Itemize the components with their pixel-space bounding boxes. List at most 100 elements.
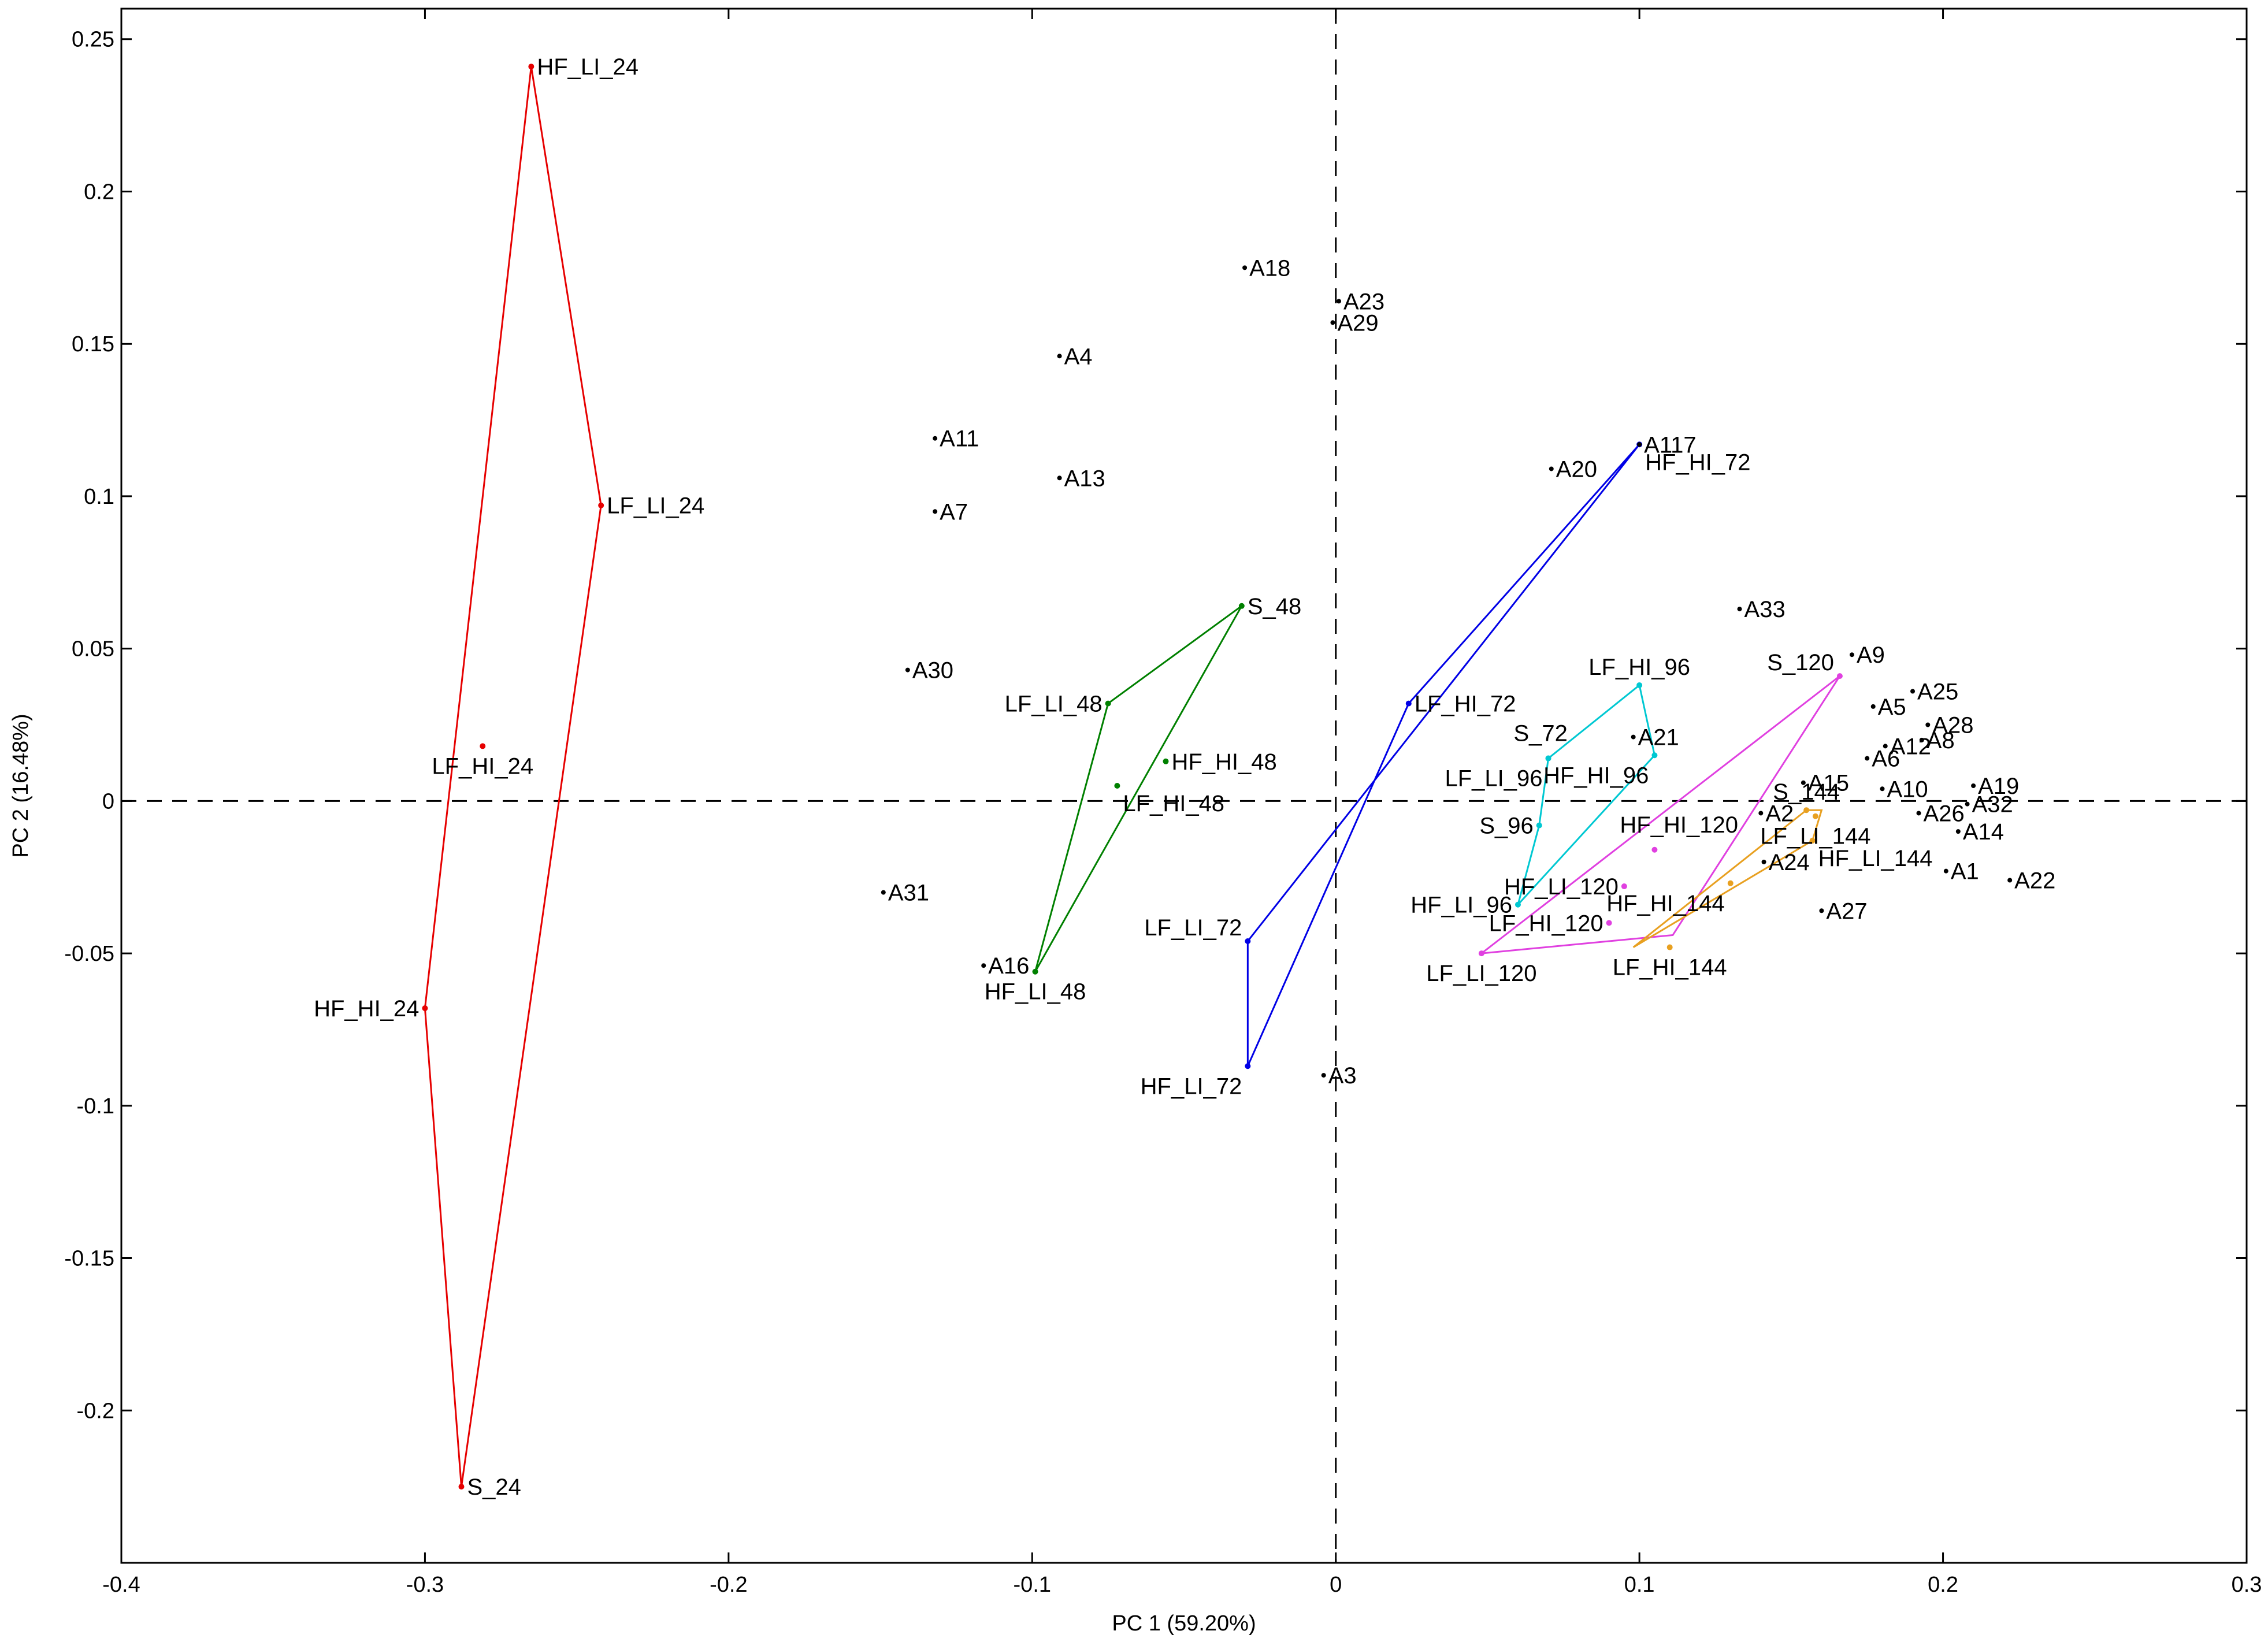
group-hull bbox=[1517, 683, 1656, 905]
variable-point bbox=[933, 509, 938, 514]
variable-label: A27 bbox=[1826, 898, 1867, 924]
point-label: LF_HI_24 bbox=[432, 753, 533, 779]
y-tick-label: -0.1 bbox=[77, 1094, 114, 1119]
variable-label: A13 bbox=[1064, 466, 1105, 491]
variable-label: A5 bbox=[1878, 694, 1906, 720]
variable-label: A18 bbox=[1249, 255, 1290, 281]
point-label: HF_LI_24 bbox=[537, 54, 639, 80]
sample-point bbox=[1651, 846, 1658, 853]
sample-point bbox=[1545, 755, 1551, 761]
sample-point bbox=[1621, 883, 1627, 890]
point-label: LF_HI_120 bbox=[1489, 911, 1603, 936]
variable-point bbox=[1965, 801, 1970, 807]
variable-point bbox=[881, 890, 886, 895]
point-label: HF_HI_72 bbox=[1645, 449, 1750, 475]
variable-label: A10 bbox=[1887, 777, 1928, 802]
variable-label: A8 bbox=[1926, 728, 1955, 753]
plot-frame bbox=[120, 8, 2248, 1564]
point-label: LF_LI_120 bbox=[1426, 961, 1536, 986]
sample-point bbox=[1836, 673, 1843, 679]
variable-label: A24 bbox=[1769, 850, 1810, 875]
point-label: S_72 bbox=[1514, 721, 1568, 746]
variable-point bbox=[1637, 442, 1642, 447]
variable-point bbox=[1971, 783, 1976, 788]
group-hull bbox=[1632, 809, 1823, 948]
x-tick-label: 0.1 bbox=[1624, 1573, 1655, 1597]
y-tick-label: 0.1 bbox=[84, 485, 114, 509]
point-label: S_48 bbox=[1248, 594, 1301, 619]
variable-point bbox=[1549, 466, 1554, 471]
x-tick-label: -0.2 bbox=[710, 1573, 747, 1597]
y-tick-label: 0 bbox=[102, 789, 114, 813]
variable-point bbox=[1955, 829, 1961, 834]
variable-point bbox=[1819, 908, 1824, 913]
variable-point bbox=[933, 436, 938, 441]
variable-point bbox=[1336, 299, 1341, 304]
variable-point bbox=[1910, 689, 1916, 694]
variable-label: A14 bbox=[1963, 819, 2004, 845]
sample-point bbox=[1163, 758, 1169, 764]
variable-point bbox=[1242, 265, 1248, 270]
sample-point bbox=[1803, 807, 1810, 813]
point-label: HF_HI_48 bbox=[1171, 749, 1276, 775]
variable-label: A9 bbox=[1857, 642, 1885, 668]
sample-point bbox=[1238, 603, 1245, 609]
x-tick-label: -0.4 bbox=[102, 1573, 140, 1597]
variable-point bbox=[1758, 811, 1764, 816]
group-hull bbox=[1478, 675, 1841, 955]
point-label: LF_LI_144 bbox=[1760, 824, 1870, 849]
variable-point bbox=[1870, 704, 1876, 709]
variable-label: A11 bbox=[940, 426, 979, 452]
variable-label: A31 bbox=[888, 881, 929, 906]
variable-label: A20 bbox=[1556, 456, 1597, 482]
point-label: HF_HI_24 bbox=[314, 996, 419, 1021]
variable-point bbox=[1916, 811, 1921, 816]
point-label: LF_HI_96 bbox=[1588, 655, 1690, 680]
variable-point bbox=[1057, 475, 1062, 481]
point-label: LF_LI_48 bbox=[1005, 692, 1103, 717]
group-hull bbox=[1034, 605, 1243, 972]
point-label: HF_HI_96 bbox=[1543, 763, 1649, 788]
variable-label: A6 bbox=[1872, 746, 1900, 772]
variable-label: A30 bbox=[912, 658, 953, 683]
sample-point bbox=[1245, 938, 1251, 944]
variable-label: A7 bbox=[940, 499, 968, 525]
point-label: S_24 bbox=[467, 1474, 521, 1500]
variable-label: A1 bbox=[1951, 859, 1979, 885]
variable-point bbox=[2007, 878, 2013, 883]
variable-point bbox=[1057, 354, 1062, 359]
variable-label: A3 bbox=[1328, 1063, 1357, 1089]
point-label: HF_LI_96 bbox=[1410, 893, 1512, 918]
variable-label: A23 bbox=[1343, 289, 1384, 314]
sample-point bbox=[1666, 944, 1673, 950]
variable-label: A12 bbox=[1890, 734, 1931, 759]
point-label: HF_HI_120 bbox=[1620, 812, 1738, 838]
x-tick-label: -0.3 bbox=[406, 1573, 444, 1597]
sample-point bbox=[528, 64, 534, 70]
sample-point bbox=[1032, 968, 1038, 975]
variable-point bbox=[1761, 859, 1766, 864]
x-tick-label: -0.1 bbox=[1014, 1573, 1051, 1597]
variable-label: A21 bbox=[1638, 725, 1679, 751]
variable-label: A4 bbox=[1064, 344, 1093, 369]
point-label: LF_LI_96 bbox=[1445, 766, 1542, 792]
variable-label: A2 bbox=[1765, 801, 1794, 826]
variable-label: A16 bbox=[988, 953, 1029, 979]
sample-point bbox=[1651, 752, 1658, 759]
sample-point bbox=[1114, 783, 1120, 789]
sample-point bbox=[458, 1484, 465, 1490]
point-label: HF_HI_144 bbox=[1606, 891, 1725, 916]
point-label: HF_LI_72 bbox=[1141, 1073, 1242, 1099]
x-tick-label: 0.3 bbox=[2232, 1573, 2262, 1597]
sample-point bbox=[1727, 880, 1734, 886]
variable-point bbox=[1737, 607, 1742, 612]
sample-point bbox=[1636, 682, 1643, 688]
variable-point bbox=[1330, 320, 1335, 325]
point-label: S_96 bbox=[1479, 813, 1533, 839]
y-tick-label: -0.2 bbox=[77, 1399, 114, 1423]
point-label: HF_LI_48 bbox=[985, 979, 1086, 1005]
x-tick-label: 0 bbox=[1330, 1573, 1342, 1597]
variable-label: A19 bbox=[1978, 774, 2019, 799]
sample-point bbox=[1812, 813, 1818, 819]
x-tick-label: 0.2 bbox=[1928, 1573, 1958, 1597]
